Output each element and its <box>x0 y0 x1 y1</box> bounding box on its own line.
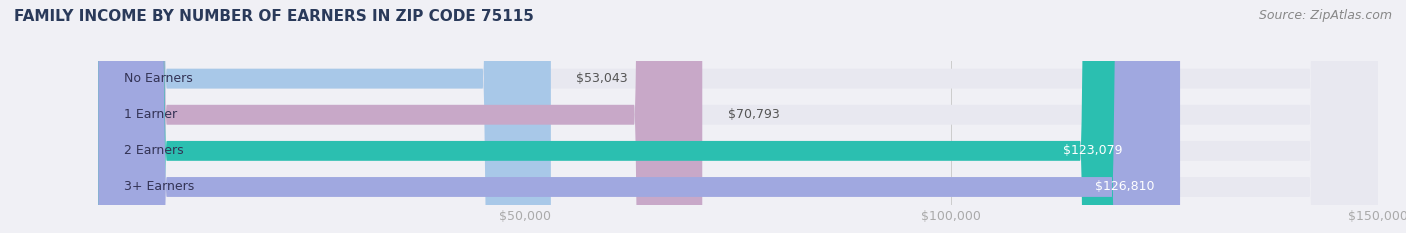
FancyBboxPatch shape <box>98 0 1180 233</box>
FancyBboxPatch shape <box>98 0 1378 233</box>
Text: 2 Earners: 2 Earners <box>124 144 184 157</box>
FancyBboxPatch shape <box>98 0 551 233</box>
Text: 3+ Earners: 3+ Earners <box>124 181 194 193</box>
Text: $70,793: $70,793 <box>728 108 779 121</box>
FancyBboxPatch shape <box>98 0 1378 233</box>
Text: FAMILY INCOME BY NUMBER OF EARNERS IN ZIP CODE 75115: FAMILY INCOME BY NUMBER OF EARNERS IN ZI… <box>14 9 534 24</box>
Text: 1 Earner: 1 Earner <box>124 108 177 121</box>
Text: No Earners: No Earners <box>124 72 193 85</box>
FancyBboxPatch shape <box>98 0 1378 233</box>
Text: $53,043: $53,043 <box>576 72 628 85</box>
FancyBboxPatch shape <box>98 0 1378 233</box>
Text: $126,810: $126,810 <box>1095 181 1154 193</box>
FancyBboxPatch shape <box>98 0 1149 233</box>
Text: Source: ZipAtlas.com: Source: ZipAtlas.com <box>1258 9 1392 22</box>
FancyBboxPatch shape <box>98 0 702 233</box>
Text: $123,079: $123,079 <box>1063 144 1122 157</box>
